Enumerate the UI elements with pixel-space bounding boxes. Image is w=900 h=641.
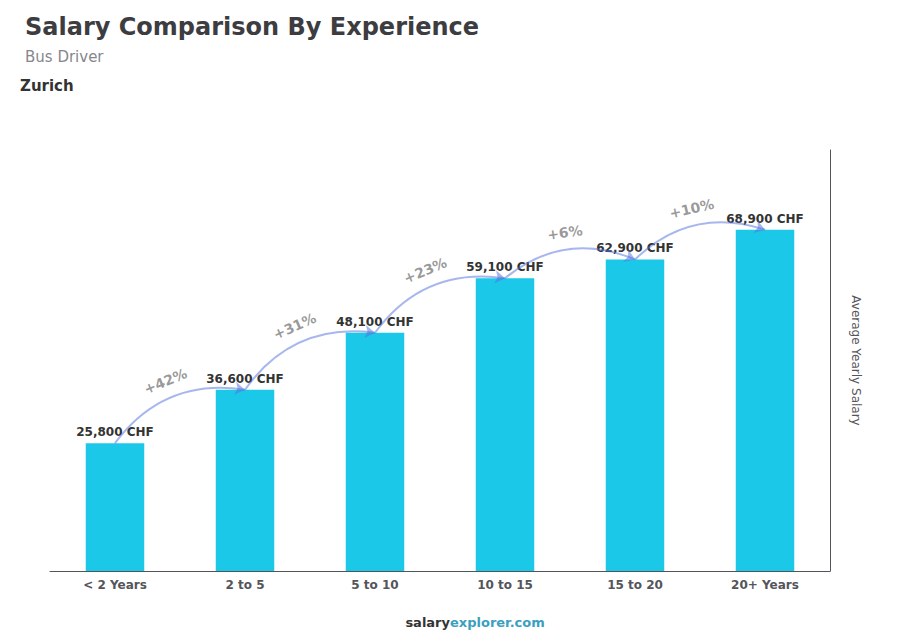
svg-text:< 2 Years: < 2 Years xyxy=(83,578,147,592)
svg-text:+42%: +42% xyxy=(142,365,190,397)
svg-text:salary: salary xyxy=(405,615,450,630)
svg-text:10 to 15: 10 to 15 xyxy=(477,578,533,592)
svg-text:15 to 20: 15 to 20 xyxy=(607,578,663,592)
svg-text:68,900 CHF: 68,900 CHF xyxy=(726,211,804,226)
svg-text:+10%: +10% xyxy=(668,196,716,222)
svg-text:20+ Years: 20+ Years xyxy=(731,578,799,592)
svg-text:Zurich: Zurich xyxy=(20,77,74,95)
svg-text:59,100 CHF: 59,100 CHF xyxy=(466,260,544,274)
svg-text:2 to 5: 2 to 5 xyxy=(225,578,264,592)
svg-text:+31%: +31% xyxy=(271,310,319,343)
svg-text:25,800 CHF: 25,800 CHF xyxy=(76,425,154,439)
svg-text:5 to 10: 5 to 10 xyxy=(351,578,398,592)
svg-text:48,100 CHF: 48,100 CHF xyxy=(336,315,414,329)
svg-text:36,600 CHF: 36,600 CHF xyxy=(206,372,284,386)
svg-text:Salary Comparison By Experienc: Salary Comparison By Experience xyxy=(25,13,479,41)
svg-text:62,900 CHF: 62,900 CHF xyxy=(596,241,674,255)
svg-text:+6%: +6% xyxy=(546,222,583,243)
svg-text:Bus Driver: Bus Driver xyxy=(25,48,104,66)
svg-text:Average Yearly Salary: Average Yearly Salary xyxy=(849,295,863,425)
svg-text:explorer.com: explorer.com xyxy=(450,615,545,630)
svg-text:+23%: +23% xyxy=(401,254,449,286)
